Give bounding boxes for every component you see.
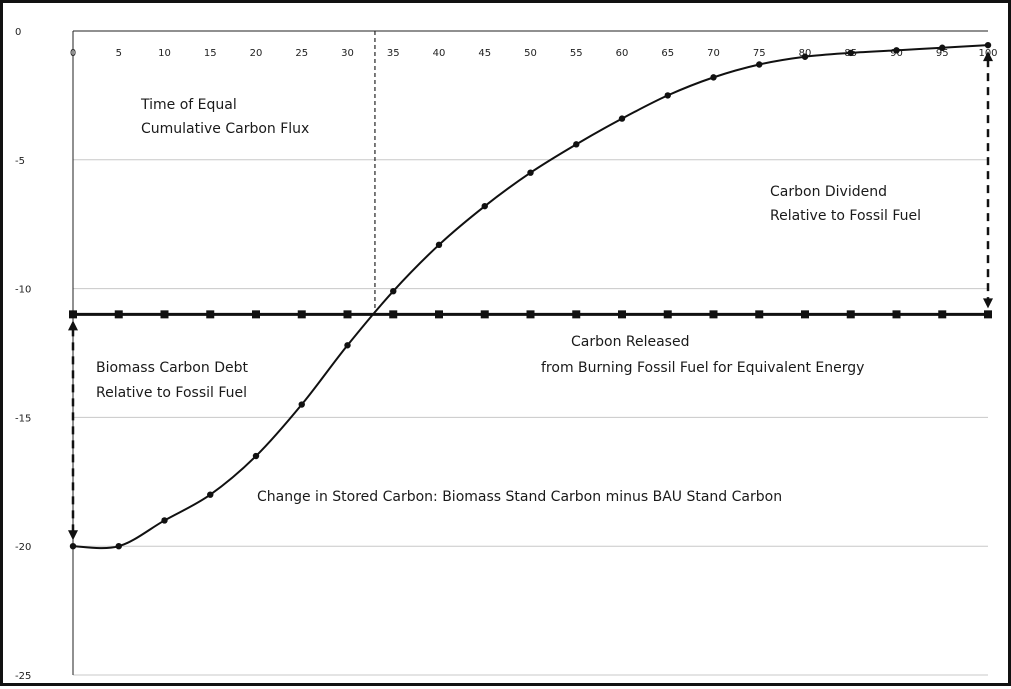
fossil-fuel-point xyxy=(755,310,764,319)
x-tick-label: 15 xyxy=(204,48,217,59)
x-tick-label: 30 xyxy=(341,48,354,59)
stored-carbon-point xyxy=(573,141,580,148)
equal-flux-label-line-2: Cumulative Carbon Flux xyxy=(141,121,309,137)
released-label-line-1: Carbon Released xyxy=(571,334,689,350)
stored-carbon-point xyxy=(344,342,351,349)
x-tick-label: 0 xyxy=(70,48,76,59)
fossil-fuel-point xyxy=(938,310,947,319)
fossil-fuel-point xyxy=(114,310,123,319)
stored-carbon-point xyxy=(664,92,671,99)
stored-carbon-point xyxy=(161,517,168,524)
carbon-debt-arrow-head-down xyxy=(68,530,78,541)
dividend-label-line-2: Relative to Fossil Fuel xyxy=(770,208,921,224)
released-label-line-2: from Burning Fossil Fuel for Equivalent … xyxy=(541,360,864,376)
equal-flux-label-line-1: Time of Equal xyxy=(140,97,237,113)
fossil-fuel-point xyxy=(343,310,352,319)
dividend-label-line-1: Carbon Dividend xyxy=(770,184,887,200)
stored-carbon-point xyxy=(298,401,305,408)
fossil-fuel-point xyxy=(69,310,77,319)
y-tick-label: -25 xyxy=(15,671,31,682)
x-tick-label: 65 xyxy=(661,48,674,59)
stored-carbon-label: Change in Stored Carbon: Biomass Stand C… xyxy=(257,489,782,505)
fossil-fuel-point xyxy=(572,310,581,319)
stored-carbon-point xyxy=(756,61,763,68)
fossil-fuel-point xyxy=(801,310,809,319)
stored-carbon-point xyxy=(252,452,260,460)
stored-carbon-point xyxy=(115,543,122,550)
stored-carbon-point xyxy=(207,491,214,498)
fossil-fuel-point xyxy=(160,310,169,319)
fossil-fuel-point xyxy=(435,310,443,319)
x-tick-label: 95 xyxy=(936,48,949,59)
fossil-fuel-point xyxy=(297,310,306,319)
stored-carbon-point xyxy=(527,169,534,176)
fossil-fuel-point xyxy=(709,310,718,319)
y-tick-label: -10 xyxy=(15,285,31,296)
x-tick-label: 5 xyxy=(116,48,122,59)
x-tick-label: 70 xyxy=(707,48,720,59)
x-tick-label: 35 xyxy=(387,48,400,59)
carbon-flux-chart: 0 -5 -10 -15 -20 -25 0 5 10 15 20 25 30 35 40 45 50 55 60 6… xyxy=(15,27,998,682)
x-tick-label: 60 xyxy=(616,48,629,59)
x-tick-label: 25 xyxy=(295,48,308,59)
annotations: Time of Equal Cumulative Carbon Flux Car… xyxy=(96,97,921,505)
stored-carbon-point xyxy=(893,47,900,54)
fossil-fuel-point xyxy=(206,310,215,319)
x-tick-label: 45 xyxy=(478,48,491,59)
fossil-fuel-point xyxy=(663,310,672,319)
guides xyxy=(68,31,993,541)
x-tick-label: 20 xyxy=(250,48,263,59)
stored-carbon-point xyxy=(435,241,443,249)
carbon-dividend-arrow-head-up xyxy=(983,51,993,62)
carbon-dividend-arrow-head-down xyxy=(983,298,993,309)
axes: 0 -5 -10 -15 -20 -25 0 5 10 15 20 25 30 35 40 45 50 55 60 6… xyxy=(15,27,998,682)
y-tick-label: -20 xyxy=(15,542,31,553)
fossil-fuel-point xyxy=(618,310,626,319)
x-tick-label: 75 xyxy=(753,48,766,59)
stored-carbon-point xyxy=(801,53,809,60)
stored-carbon-point xyxy=(984,41,992,49)
stored-carbon-line xyxy=(72,44,989,550)
x-tick-label: 80 xyxy=(799,48,812,59)
x-tick-label: 10 xyxy=(158,48,171,59)
debt-label-line-1: Biomass Carbon Debt xyxy=(96,360,248,376)
x-tick-label: 55 xyxy=(570,48,583,59)
fossil-fuel-point xyxy=(389,310,398,319)
stored-carbon-point xyxy=(847,49,854,57)
fossil-fuel-point xyxy=(526,310,535,319)
stored-carbon-point xyxy=(710,74,717,81)
fossil-fuel-point xyxy=(252,310,260,319)
stored-carbon-point xyxy=(481,202,488,210)
x-tick-label: 40 xyxy=(433,48,446,59)
fossil-fuel-point xyxy=(480,310,489,319)
stored-carbon-point xyxy=(618,115,626,122)
y-tick-label: -15 xyxy=(15,413,31,424)
y-tick-label: 0 xyxy=(15,27,21,38)
y-tick-label: -5 xyxy=(15,156,25,167)
fossil-fuel-point xyxy=(892,310,901,319)
stored-carbon-point xyxy=(390,287,397,295)
series xyxy=(69,41,992,550)
gridlines xyxy=(73,159,988,676)
stored-carbon-point xyxy=(69,543,77,550)
stored-carbon-point xyxy=(939,44,946,51)
debt-label-line-2: Relative to Fossil Fuel xyxy=(96,385,247,401)
fossil-fuel-point xyxy=(846,310,855,319)
fossil-fuel-point xyxy=(984,310,992,319)
carbon-debt-arrow-head-up xyxy=(68,320,78,331)
x-tick-label: 50 xyxy=(524,48,537,59)
